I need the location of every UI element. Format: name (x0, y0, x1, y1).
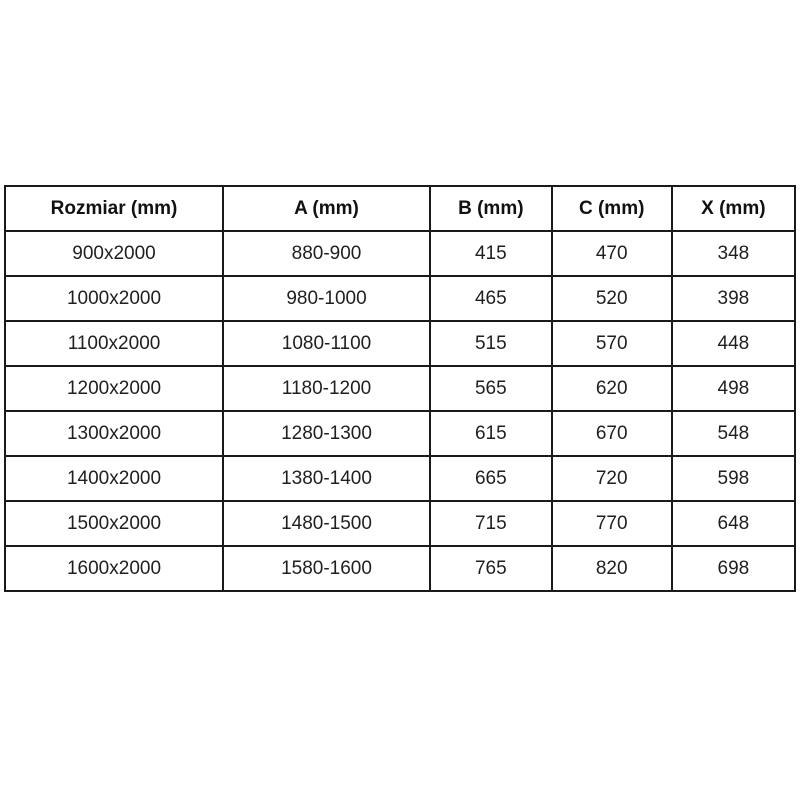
table-cell: 1580-1600 (222, 545, 431, 592)
table-cell: 548 (670, 410, 797, 457)
table-row: 1200x2000 1180-1200 565 620 498 (3, 365, 797, 412)
table-cell: 615 (429, 410, 553, 457)
table-cell: 698 (670, 545, 797, 592)
table-cell: 570 (550, 320, 673, 367)
column-header-x: X (mm) (670, 185, 797, 232)
table-cell: 1280-1300 (222, 410, 431, 457)
table-cell: 398 (670, 275, 797, 322)
table-header-row: Rozmiar (mm) A (mm) B (mm) C (mm) X (mm) (3, 185, 797, 232)
table-cell: 1480-1500 (222, 500, 431, 547)
table-cell: 1200x2000 (3, 365, 225, 412)
table-cell: 770 (550, 500, 673, 547)
size-specification-table: Rozmiar (mm) A (mm) B (mm) C (mm) X (mm)… (3, 185, 797, 592)
table-row: 1600x2000 1580-1600 765 820 698 (3, 545, 797, 592)
table-cell: 1400x2000 (3, 455, 225, 502)
table-cell: 598 (670, 455, 797, 502)
table-cell: 665 (429, 455, 553, 502)
table-cell: 415 (429, 230, 553, 277)
table-cell: 520 (550, 275, 673, 322)
table-cell: 765 (429, 545, 553, 592)
table-cell: 348 (670, 230, 797, 277)
table-cell: 880-900 (222, 230, 431, 277)
table-row: 1400x2000 1380-1400 665 720 598 (3, 455, 797, 502)
column-header-rozmiar: Rozmiar (mm) (3, 185, 225, 232)
table-cell: 1000x2000 (3, 275, 225, 322)
table-cell: 1380-1400 (222, 455, 431, 502)
column-header-b: B (mm) (429, 185, 553, 232)
table-cell: 1180-1200 (222, 365, 431, 412)
table-row: 900x2000 880-900 415 470 348 (3, 230, 797, 277)
table-row: 1000x2000 980-1000 465 520 398 (3, 275, 797, 322)
table-cell: 515 (429, 320, 553, 367)
table-cell: 820 (550, 545, 673, 592)
table-cell: 565 (429, 365, 553, 412)
table-cell: 1600x2000 (3, 545, 225, 592)
table-row: 1100x2000 1080-1100 515 570 448 (3, 320, 797, 367)
table-cell: 498 (670, 365, 797, 412)
table-body: 900x2000 880-900 415 470 348 1000x2000 980-100… (3, 230, 797, 592)
table-cell: 980-1000 (222, 275, 431, 322)
table-cell: 470 (550, 230, 673, 277)
table-cell: 448 (670, 320, 797, 367)
table-cell: 620 (550, 365, 673, 412)
table-cell: 465 (429, 275, 553, 322)
table-cell: 715 (429, 500, 553, 547)
table-cell: 1300x2000 (3, 410, 225, 457)
table-cell: 1100x2000 (3, 320, 225, 367)
table-cell: 720 (550, 455, 673, 502)
table-row: 1300x2000 1280-1300 615 670 548 (3, 410, 797, 457)
table-cell: 900x2000 (3, 230, 225, 277)
table-cell: 670 (550, 410, 673, 457)
table-cell: 1500x2000 (3, 500, 225, 547)
column-header-c: C (mm) (550, 185, 673, 232)
table-row: 1500x2000 1480-1500 715 770 648 (3, 500, 797, 547)
table-cell: 648 (670, 500, 797, 547)
column-header-a: A (mm) (222, 185, 431, 232)
table-cell: 1080-1100 (222, 320, 431, 367)
